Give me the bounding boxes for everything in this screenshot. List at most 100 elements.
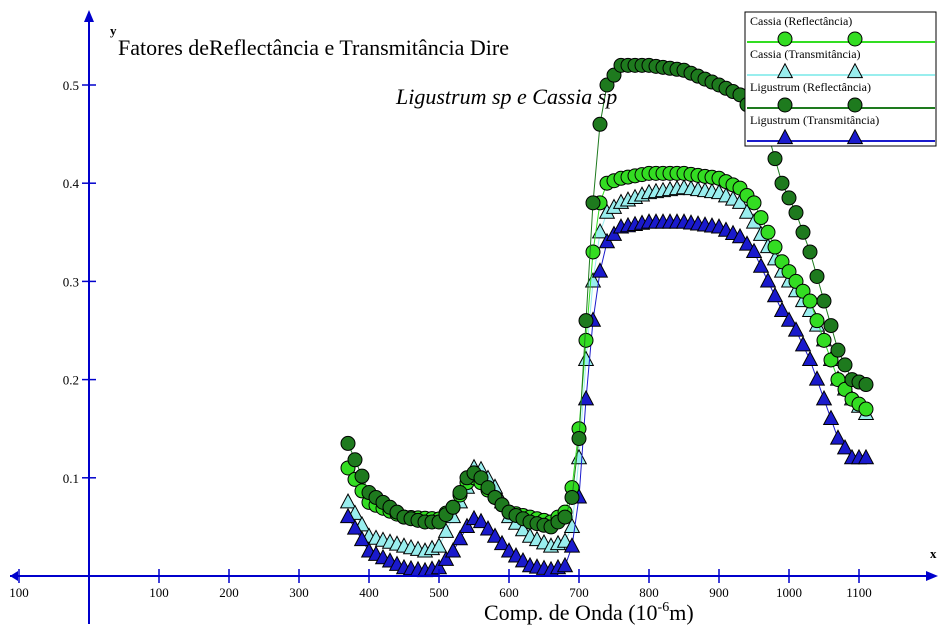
x-tick-label: 100 [9,585,29,600]
data-point [564,489,580,505]
data-point [802,293,818,309]
data-point [577,350,595,367]
y-tick-label: 0.4 [63,176,80,191]
chart-subtitle: Ligustrum sp e Cassia sp [395,84,617,109]
data-point [585,244,601,260]
data-point [452,485,468,501]
x-tick-label: 100 [149,585,169,600]
data-point [557,509,573,525]
data-point [591,262,609,278]
data-point [339,507,357,524]
data-point [738,203,756,219]
data-point [346,519,364,535]
legend-label: Ligustrum (Transmitância) [750,113,879,127]
data-point [766,286,784,303]
x-axis-label-exponent: -6 [658,600,670,615]
data-point [347,452,363,468]
data-point [437,550,455,566]
data-point [829,429,847,445]
y-axis-arrow-icon [84,10,94,22]
data-point [858,377,874,393]
legend-marker [847,97,863,113]
x-tick-label: 1000 [776,585,802,600]
data-point [816,332,832,348]
data-point [451,529,469,546]
data-point [836,439,854,455]
series-3 [339,213,875,578]
data-point [563,517,581,533]
x-axis-label-unit: m) [669,600,693,625]
data-point [815,389,833,406]
legend-label: Cassia (Transmitância) [750,47,861,61]
x-axis-left-arrow-icon [10,571,18,581]
data-point [340,435,356,451]
data-point [752,257,770,273]
x-tick-label: 600 [499,585,519,600]
data-point [354,468,370,484]
data-point [759,272,777,288]
data-point [816,293,832,309]
chart-title: Fatores deReflectância e Transmitância D… [118,35,509,60]
data-point [479,520,497,536]
data-point [774,175,790,191]
data-point [437,522,455,538]
data-point [493,534,511,551]
y-axis-letter: y [110,23,117,38]
data-point [823,318,839,334]
y-tick-label: 0.2 [63,373,79,388]
y-tick-label: 0.5 [63,78,79,93]
x-tick-label: 1100 [846,585,872,600]
data-point [563,537,581,553]
data-point [577,389,595,406]
data-point [794,335,812,352]
y-tick-label: 0.1 [63,471,79,486]
data-point [809,268,825,284]
data-point [584,272,602,288]
data-point [822,409,840,425]
data-point [801,350,819,367]
ticks: 100 100 200 300 400 500 600 700 800 900 1000 1100 0.… [9,78,872,600]
data-point [781,190,797,206]
data-point [780,311,798,327]
legend-marker [776,128,794,145]
data-point [738,235,756,251]
data-point [486,527,504,543]
legend-marker [777,31,793,47]
data-point [857,448,875,465]
y-tick-label: 0.3 [63,274,79,289]
data-point [578,332,594,348]
x-axis-label-main: Comp. de Onda (10 [484,600,658,625]
data-point [571,431,587,447]
data-point [339,493,357,509]
data-point [787,321,805,337]
x-axis-label: Comp. de Onda (10-6m) [484,600,694,625]
data-point [858,401,874,417]
data-point [353,530,371,547]
axes: y x [10,10,938,624]
data-point [458,517,476,533]
data-point [570,448,588,465]
data-point [802,244,818,260]
legend-marker [846,62,864,79]
data-point [801,301,819,317]
data-point [592,116,608,132]
title-block: Fatores deReflectância e Transmitância D… [118,35,617,109]
data-point [808,370,826,386]
data-point [578,313,594,329]
data-point [445,499,461,515]
data-point [444,542,462,558]
x-tick-label: 500 [429,585,449,600]
x-tick-label: 800 [639,585,659,600]
data-point [830,342,846,358]
series-0 [340,165,874,530]
data-point [430,537,448,553]
legend-marker [847,31,863,47]
legend-items: Cassia (Reflectância) Cassia (Transmitânc… [747,14,935,145]
data-point [745,242,763,259]
data-point [773,301,791,317]
x-axis-letter: x [930,546,937,561]
x-tick-label: 700 [569,585,589,600]
data-point [809,313,825,329]
series-line [347,172,867,523]
data-point [514,520,532,537]
